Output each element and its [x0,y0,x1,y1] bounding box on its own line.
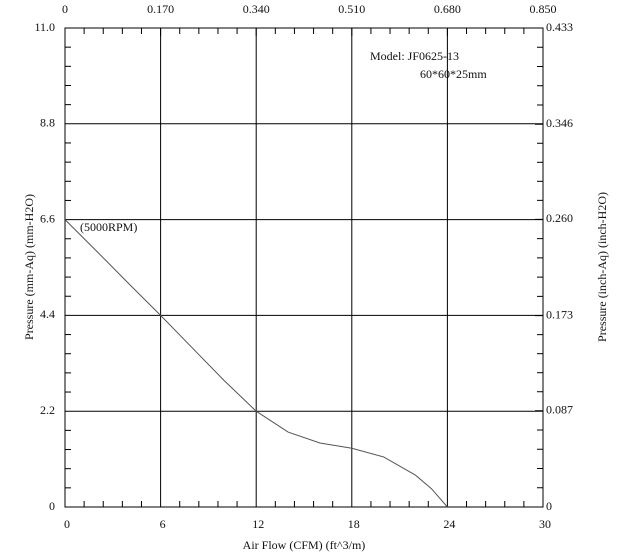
annotation: 60*60*25mm [420,67,487,81]
x-tick-label: 0 [64,517,70,531]
y2-axis-label: Pressure (inch-Aq) (inch-H2O) [595,192,609,342]
x-tick-label: 24 [443,517,455,531]
x2-tick-label: 0.850 [530,2,557,16]
x-tick-label: 6 [160,517,166,531]
x-tick-label: 12 [252,517,264,531]
x2-tick-label: 0.170 [147,2,174,16]
y2-tick-label: 0.087 [546,403,573,417]
y-tick-label: 2.2 [40,403,55,417]
y-tick-label: 0 [49,499,55,513]
y2-tick-label: 0.260 [546,211,573,225]
annotation: Model: JF0625-13 [370,49,459,63]
annotation: (5000RPM) [80,220,137,234]
y2-tick-label: 0.173 [546,307,573,321]
x2-tick-label: 0 [62,2,68,16]
y2-tick-label: 0 [546,499,552,513]
x2-tick-label: 0.510 [338,2,365,16]
x-tick-label: 18 [348,517,360,531]
x2-tick-label: 0.340 [243,2,270,16]
y-tick-label: 4.4 [40,307,55,321]
curve [64,219,448,508]
y2-tick-label: 0.346 [546,116,573,130]
y2-tick-label: 0.433 [546,20,573,34]
y-tick-label: 6.6 [40,211,55,225]
plot-frame [64,27,544,508]
y-tick-label: 8.8 [40,116,55,130]
y-tick-label: 11.0 [34,20,55,34]
x-tick-label: 30 [539,517,551,531]
x-axis-label: Air Flow (CFM) (ft^3/m) [243,538,366,552]
x2-tick-label: 0.680 [434,2,461,16]
y-axis-label: Pressure (mm-Aq) (mm-H2O) [22,194,36,340]
